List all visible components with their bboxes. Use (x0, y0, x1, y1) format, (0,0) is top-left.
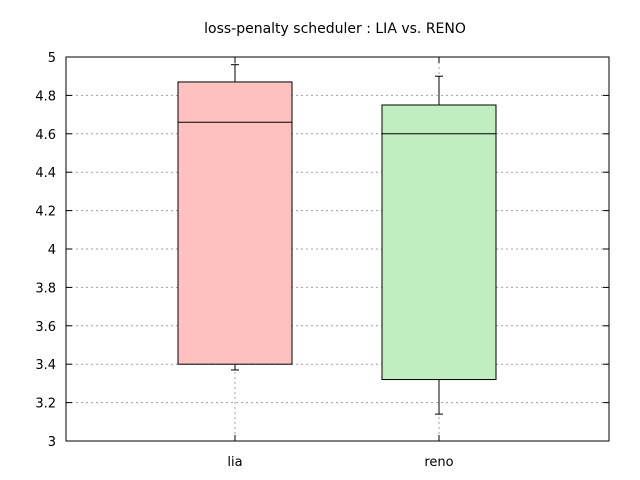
iqr-box (381, 104, 497, 381)
x-tick-label: lia (227, 455, 242, 470)
y-tick-label: 3.6 (35, 320, 56, 335)
y-tick-label: 4.4 (35, 166, 56, 181)
y-tick-label: 4.6 (35, 128, 56, 143)
box-lia (177, 64, 293, 371)
y-tick-label: 4.2 (35, 205, 56, 220)
box-reno (381, 75, 497, 415)
y-tick-label: 3.8 (35, 281, 56, 296)
y-axis-ticks: 3 3.2 3.4 3.6 3.8 4 4.2 4.4 4.6 4.8 5 (35, 51, 609, 450)
y-tick-label: 3.2 (35, 397, 56, 412)
y-tick-label: 4 (48, 243, 56, 258)
y-tick-label: 5 (48, 51, 56, 66)
iqr-box (177, 81, 293, 365)
x-axis-ticks: lia reno (227, 57, 454, 470)
x-tick-label: reno (424, 455, 453, 470)
chart-title: loss-penalty scheduler : LIA vs. RENO (204, 21, 466, 37)
y-tick-label: 4.8 (35, 89, 56, 104)
boxes (177, 64, 497, 415)
y-tick-label: 3.4 (35, 358, 56, 373)
grid-lines (66, 57, 609, 441)
y-tick-label: 3 (48, 435, 56, 450)
